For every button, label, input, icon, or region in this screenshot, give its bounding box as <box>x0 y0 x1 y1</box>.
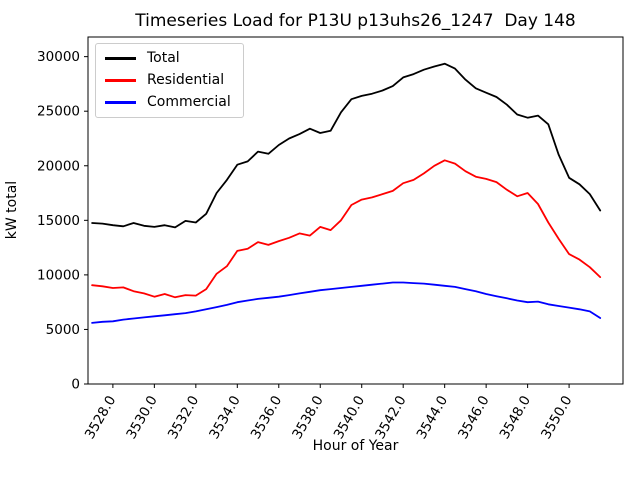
legend-item-residential: Residential <box>105 73 231 88</box>
y-tick-label: 0 <box>71 377 80 393</box>
y-tick-label: 30000 <box>37 49 80 65</box>
y-tick-label: 20000 <box>37 158 80 174</box>
total-line <box>91 62 602 229</box>
x-tick-label: 3532.0 <box>165 393 202 442</box>
legend: Total Residential Commercial <box>95 43 244 118</box>
y-tick-label: 15000 <box>37 213 80 229</box>
axes-frame <box>87 36 624 385</box>
x-tick-label: 3534.0 <box>206 393 243 442</box>
x-tick-label: 3538.0 <box>289 393 326 442</box>
legend-line-commercial-icon <box>105 101 136 104</box>
residential-line <box>91 159 602 299</box>
commercial-line <box>91 281 602 324</box>
x-tick-label: 3540.0 <box>331 393 368 442</box>
x-tick-label: 3528.0 <box>82 393 119 442</box>
x-axis-label: Hour of Year <box>312 438 399 454</box>
y-tick-label: 25000 <box>37 104 80 120</box>
legend-item-commercial: Commercial <box>105 95 231 110</box>
legend-label-total: Total <box>147 50 180 66</box>
y-tick-label: 5000 <box>46 322 80 338</box>
legend-label-commercial: Commercial <box>147 94 231 110</box>
x-tick-label: 3530.0 <box>123 393 160 442</box>
x-tick-label: 3548.0 <box>497 393 534 442</box>
legend-label-residential: Residential <box>147 72 225 88</box>
x-tick-label: 3544.0 <box>414 393 451 442</box>
chart-title: Timeseries Load for P13U p13uhs26_1247 D… <box>135 11 576 31</box>
legend-line-total-icon <box>105 57 136 60</box>
legend-item-total: Total <box>105 51 231 66</box>
y-tick-label: 10000 <box>37 267 80 283</box>
x-tick-label: 3536.0 <box>248 393 285 442</box>
legend-line-residential-icon <box>105 79 136 82</box>
x-tick-label: 3542.0 <box>372 393 409 442</box>
x-tick-label: 3546.0 <box>455 393 492 442</box>
x-tick-label: 3550.0 <box>538 393 575 442</box>
